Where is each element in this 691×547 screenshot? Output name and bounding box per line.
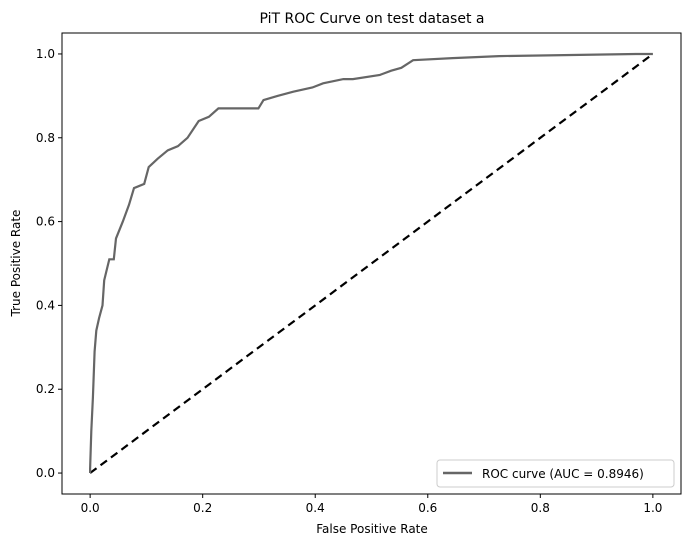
- y-tick-label: 0.8: [36, 131, 55, 145]
- x-tick-label: 0.8: [531, 501, 550, 515]
- chance-diagonal-line: [89, 53, 654, 474]
- chart-title: PiT ROC Curve on test dataset a: [260, 11, 485, 27]
- plot-area: [88, 52, 654, 474]
- x-axis-label: False Positive Rate: [316, 522, 428, 536]
- axes-frame: [61, 32, 682, 495]
- roc-curve-line: [88, 52, 653, 473]
- y-tick-label: 0.2: [36, 382, 55, 396]
- y-axis-label: True Positive Rate: [9, 210, 23, 318]
- legend-label-roc: ROC curve (AUC = 0.8946): [482, 467, 644, 481]
- y-axis: 0.0 0.2 0.4 0.6 0.8 1.0: [36, 47, 62, 480]
- y-tick-label: 0.6: [36, 215, 55, 229]
- x-tick-label: 0.2: [193, 501, 212, 515]
- y-tick-label: 0.4: [36, 298, 55, 312]
- y-tick-label: 0.0: [36, 466, 55, 480]
- x-axis: 0.0 0.2 0.4 0.6 0.8 1.0: [81, 494, 662, 515]
- y-tick-label: 1.0: [36, 47, 55, 61]
- x-tick-label: 0.6: [418, 501, 437, 515]
- x-tick-label: 1.0: [643, 501, 662, 515]
- x-tick-label: 0.0: [81, 501, 100, 515]
- x-tick-label: 0.4: [306, 501, 325, 515]
- legend-box: [436, 459, 675, 488]
- legend: ROC curve (AUC = 0.8946): [436, 459, 675, 488]
